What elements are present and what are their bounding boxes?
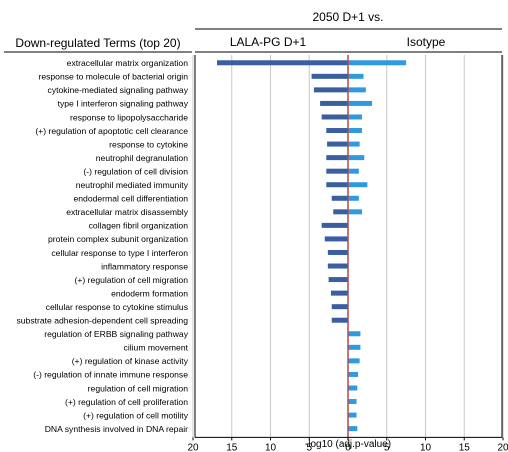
bar-lala-pg bbox=[326, 182, 348, 188]
bar-isotype bbox=[348, 168, 359, 174]
bar-lala-pg bbox=[330, 290, 348, 296]
bar-lala-pg bbox=[326, 128, 348, 134]
x-tick-label: 10 bbox=[420, 442, 432, 452]
bar-isotype bbox=[348, 209, 362, 215]
category-label: response to cytokine bbox=[109, 139, 188, 149]
bar-isotype bbox=[348, 412, 357, 418]
category-label: cilium movement bbox=[124, 343, 189, 353]
category-label: cellular response to type I interferon bbox=[51, 248, 188, 258]
category-label: inflammatory response bbox=[101, 261, 188, 271]
category-label: extracellular matrix organization bbox=[67, 58, 189, 68]
bar-isotype bbox=[348, 385, 358, 391]
category-label: (-) regulation of innate immune response bbox=[33, 370, 188, 380]
bar-isotype bbox=[348, 371, 359, 377]
bar-isotype bbox=[348, 128, 362, 134]
bar-lala-pg bbox=[333, 209, 348, 215]
category-label: neutrophil degranulation bbox=[96, 153, 188, 163]
x-axis-label: -log10 (adj.p-value) bbox=[305, 439, 391, 450]
terms-heading: Down-regulated Terms (top 20) bbox=[15, 36, 180, 50]
category-label: regulation of ERBB signaling pathway bbox=[44, 329, 188, 339]
category-label: substrate adhesion-dependent cell spread… bbox=[16, 316, 188, 326]
x-axis: 20 15 10 5 0 5 10 15 20 bbox=[187, 436, 508, 452]
category-label: DNA synthesis involved in DNA repair bbox=[45, 424, 188, 434]
header: 2050 D+1 vs. Down-regulated Terms (top 2… bbox=[4, 10, 502, 53]
bar-isotype bbox=[348, 358, 360, 364]
comparison-title: 2050 D+1 vs. bbox=[312, 10, 383, 24]
x-tick-label: 20 bbox=[187, 442, 199, 452]
bar-lala-pg bbox=[324, 236, 348, 242]
bar-lala-pg bbox=[321, 222, 348, 228]
x-tick-label: 10 bbox=[265, 442, 277, 452]
category-label: response to molecule of bacterial origin bbox=[38, 72, 188, 82]
bar-lala-pg bbox=[327, 141, 348, 147]
x-tick-label: 5 bbox=[384, 442, 390, 452]
bar-lala-pg bbox=[328, 277, 348, 283]
category-labels: extracellular matrix organization respons… bbox=[16, 58, 188, 434]
panel-title-left: LALA-PG D+1 bbox=[230, 35, 307, 49]
x-tick-label: 20 bbox=[497, 442, 508, 452]
category-label: response to lipopolysaccharide bbox=[70, 112, 188, 122]
panel-headers: LALA-PG D+1 Isotype bbox=[195, 35, 502, 53]
category-label: (+) regulation of apoptotic cell clearan… bbox=[35, 126, 188, 136]
x-tick-label: 15 bbox=[226, 442, 238, 452]
bar-lala-pg bbox=[331, 304, 348, 310]
category-label: protein complex subunit organization bbox=[48, 234, 188, 244]
category-label: extracellular matrix disassembly bbox=[66, 207, 188, 217]
bar-isotype bbox=[348, 331, 361, 337]
bar-lala-pg bbox=[321, 114, 348, 120]
bar-lala-pg bbox=[320, 100, 348, 106]
bar-isotype bbox=[348, 182, 368, 188]
category-label: (+) regulation of cell migration bbox=[75, 275, 189, 285]
bar-isotype bbox=[348, 141, 360, 147]
bar-lala-pg bbox=[217, 60, 348, 66]
bar-lala-pg bbox=[327, 249, 348, 255]
category-label: endoderm formation bbox=[111, 288, 188, 298]
bar-lala-pg bbox=[326, 168, 348, 174]
category-label: regulation of cell migration bbox=[88, 383, 189, 393]
grid bbox=[192, 55, 504, 438]
bar-isotype bbox=[348, 60, 407, 66]
x-tick-label: 15 bbox=[459, 442, 471, 452]
bar-lala-pg bbox=[313, 87, 348, 93]
bar-lala-pg bbox=[311, 73, 348, 79]
category-label: type I interferon signaling pathway bbox=[58, 99, 189, 109]
bar-isotype bbox=[348, 344, 361, 350]
x-tick-label: 0 bbox=[345, 442, 351, 452]
bar-isotype bbox=[348, 73, 364, 79]
bar-isotype bbox=[348, 155, 365, 161]
category-label: neutrophil mediated immunity bbox=[76, 180, 189, 190]
bar-isotype bbox=[348, 426, 358, 432]
bar-lala-pg bbox=[331, 195, 348, 201]
bar-isotype bbox=[348, 114, 362, 120]
x-tick-label: 5 bbox=[306, 442, 312, 452]
bar-isotype bbox=[348, 399, 357, 405]
bar-isotype bbox=[348, 87, 366, 93]
bars bbox=[217, 55, 407, 438]
category-label: (+) regulation of kinase activity bbox=[72, 356, 189, 366]
category-label: (-) regulation of cell division bbox=[83, 166, 188, 176]
bar-lala-pg bbox=[327, 263, 348, 269]
bar-isotype bbox=[348, 195, 359, 201]
panel-title-right: Isotype bbox=[407, 35, 446, 49]
category-label: endodermal cell differentiation bbox=[74, 194, 189, 204]
category-label: cytokine-mediated signaling pathway bbox=[48, 85, 189, 95]
category-label: (+) regulation of cell proliferation bbox=[65, 397, 188, 407]
category-label: (+) regulation of cell motility bbox=[83, 410, 189, 420]
category-label: cellular response to cytokine stimulus bbox=[46, 302, 188, 312]
category-label: collagen fibril organization bbox=[89, 221, 189, 231]
bar-isotype bbox=[348, 100, 373, 106]
bar-lala-pg bbox=[326, 155, 348, 161]
bar-lala-pg bbox=[331, 317, 348, 323]
